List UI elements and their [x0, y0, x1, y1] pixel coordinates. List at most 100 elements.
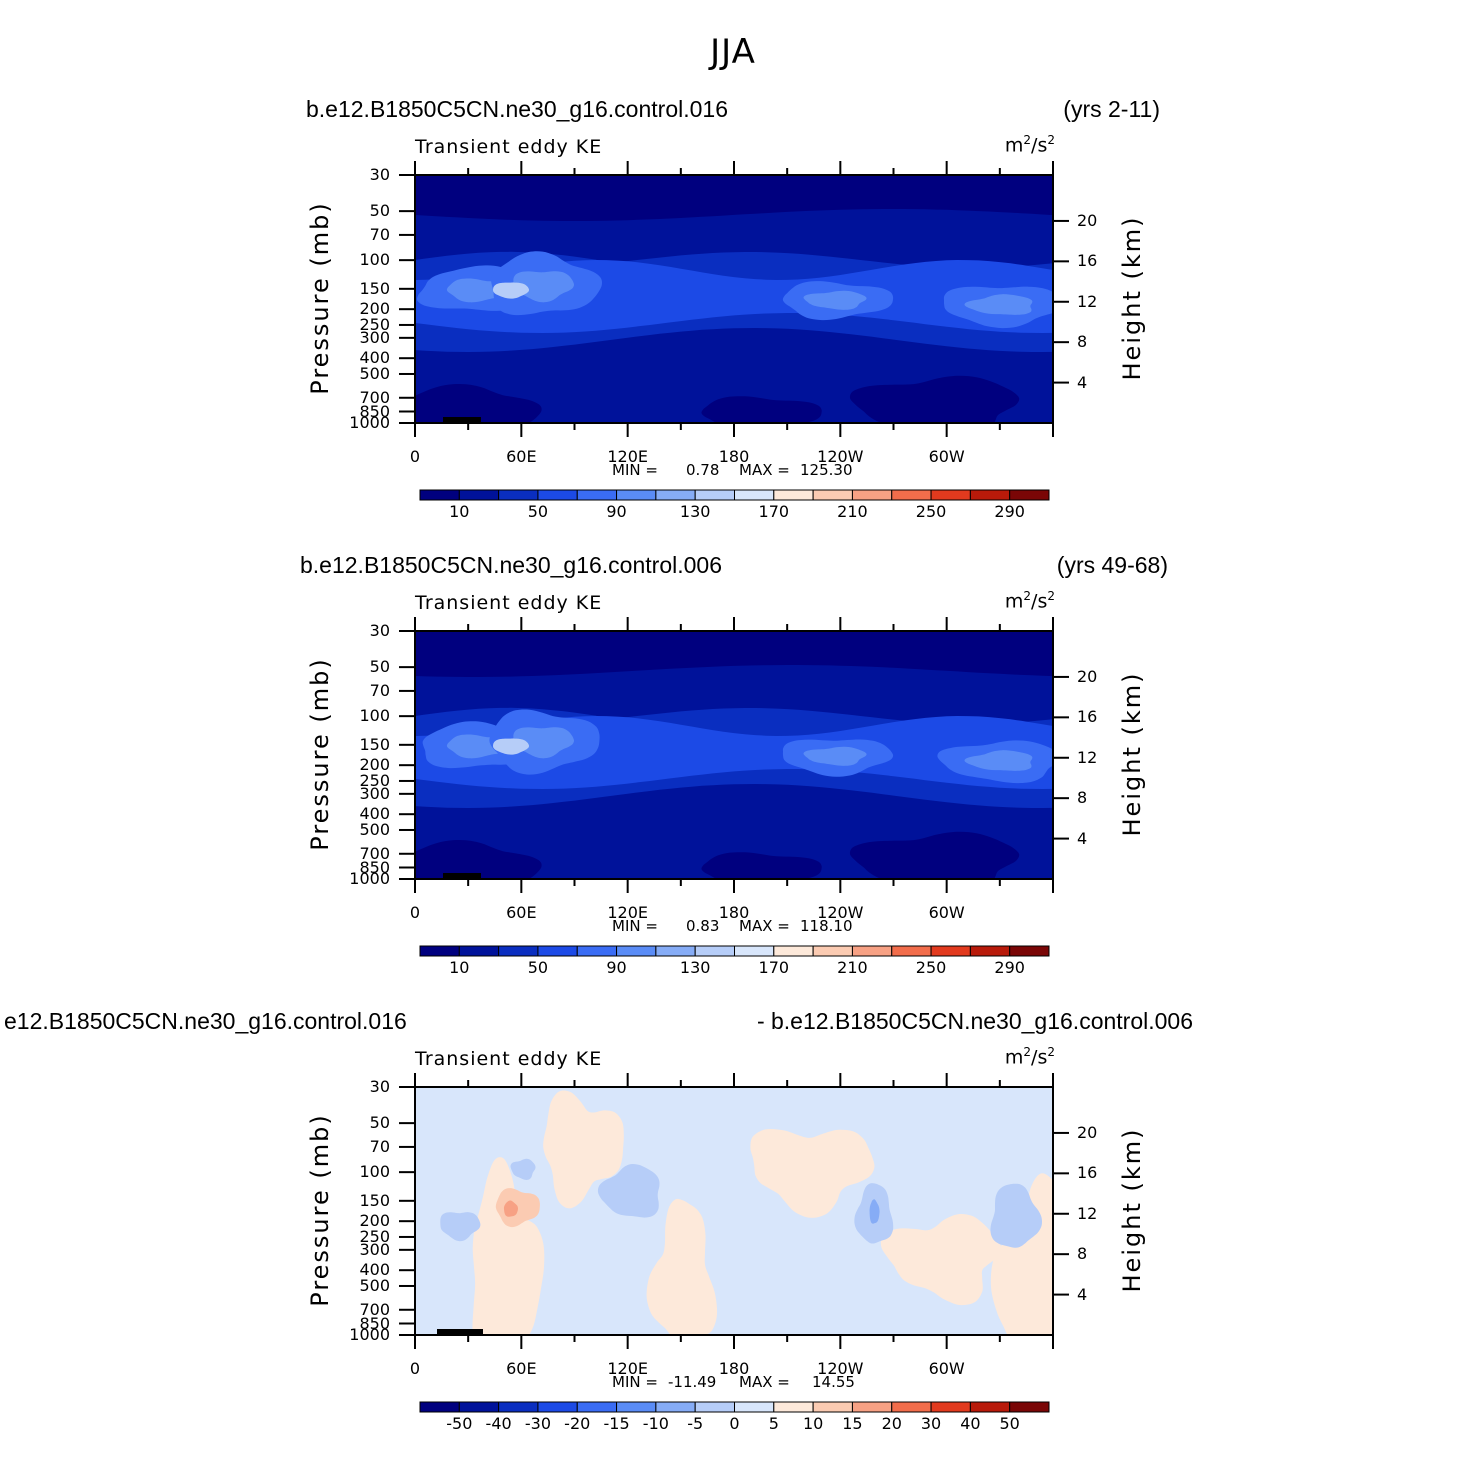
panel-1-xtick: 180 [718, 447, 750, 466]
panel-1-colorbar-tick: 50 [527, 502, 549, 521]
panel-1-ytick: 700 [359, 387, 390, 407]
colorbar-box [694, 1401, 735, 1413]
contour-fill [597, 1163, 660, 1218]
panel-3-contour-field [415, 1087, 1053, 1335]
panel-2-xtick: 120W [817, 903, 864, 922]
panel-1-case-label: b.e12.B1850C5CN.ne30_g16.control.016 [306, 96, 728, 122]
panel-1-colorbar-tick: 210 [837, 502, 868, 521]
panel-2-colorbar-tick: 250 [915, 958, 947, 977]
panel-2-min-label: MIN = [612, 917, 658, 935]
panel-3-colorbar-tick: 0 [729, 1414, 740, 1433]
panel-3-colorbar-tick: 30 [920, 1414, 942, 1433]
colorbar-box [851, 489, 893, 501]
colorbar-box [812, 1401, 853, 1413]
panel-2-rtick: 12 [1077, 747, 1098, 767]
panel-1-variable-label: Transient eddy KE [415, 136, 603, 158]
panel-3-period-label: - b.e12.B1850C5CN.ne30_g16.control.006 [756, 1008, 1193, 1034]
panel-3-ytick: 700 [359, 1299, 390, 1319]
panel-3-ytick: 250 [359, 1226, 390, 1246]
contour-fill [701, 852, 822, 879]
panel-3-ytick: 100 [359, 1162, 390, 1182]
contour-fill [646, 1198, 718, 1335]
panel-2-ytick: 250 [359, 770, 390, 790]
panel-2-ytick: 300 [359, 783, 390, 803]
panel-3-colorbar-tick: -40 [485, 1414, 512, 1433]
panel-3-max-value: 14.55 [812, 1373, 855, 1391]
colorbar-box [734, 945, 775, 957]
colorbar-box [969, 945, 1011, 957]
panel-1-xtick: 120E [607, 447, 648, 466]
colorbar-box [576, 1401, 618, 1413]
panel-3-colorbar [419, 1401, 1050, 1413]
colorbar-box [458, 489, 500, 501]
panel-3-xtick: 0 [409, 1359, 421, 1378]
panel-3-xtick: 180 [718, 1359, 750, 1378]
colorbar-box [773, 945, 814, 957]
panel-2-ytick: 70 [369, 680, 390, 700]
panel-1-colorbar-tick: 130 [679, 502, 711, 521]
colorbar-box [694, 489, 735, 501]
colorbar-box [891, 1401, 932, 1413]
panel-3-ytick: 500 [359, 1275, 390, 1295]
contour-fill [503, 1200, 518, 1217]
panel-2-ytick: 850 [359, 857, 390, 877]
panel-1-colorbar [419, 489, 1050, 501]
topography [443, 417, 481, 423]
contour-fill [964, 750, 1033, 771]
panel-3-rtick: 4 [1077, 1284, 1088, 1304]
colorbar-box [1009, 489, 1050, 501]
panel-1-ytick: 300 [359, 327, 390, 347]
colorbar-box [576, 945, 618, 957]
panel-1-colorbar-tick: 90 [606, 502, 627, 521]
colorbar-box [458, 945, 500, 957]
panel-2-max-value: 118.10 [800, 917, 853, 935]
panel-2-colorbar-tick: 50 [527, 958, 549, 977]
panel-3-colorbar-tick: -5 [687, 1414, 704, 1433]
colorbar-box [498, 1401, 539, 1413]
page-title: JJA [710, 32, 756, 72]
panel-1-period-label: (yrs 2-11) [1063, 96, 1160, 122]
panel-1-min-value: 0.78 [686, 461, 720, 479]
colorbar-box [930, 1401, 971, 1413]
panel-2-colorbar-tick: 130 [679, 958, 711, 977]
panel-1-ytick: 200 [359, 299, 390, 319]
colorbar-box [694, 945, 735, 957]
panel-2-ytick: 150 [359, 734, 390, 754]
panel-1-rtick: 16 [1077, 251, 1098, 271]
panel-2-rtick: 16 [1077, 707, 1098, 727]
panel-1-ytick: 500 [359, 363, 390, 383]
contour-fill [513, 727, 575, 759]
panel-2-ytick: 50 [369, 657, 390, 677]
panel-1-ytick: 30 [369, 165, 390, 184]
panel-2-colorbar-tick: 210 [837, 958, 868, 977]
panel-3-xtick: 60E [506, 1359, 537, 1378]
panel-3-colorbar-tick: 40 [960, 1414, 981, 1433]
colorbar-box [498, 489, 539, 501]
panel-3-variable-label: Transient eddy KE [415, 1048, 603, 1070]
panel-3-ytick: 1000 [349, 1325, 390, 1344]
colorbar-box [812, 489, 853, 501]
colorbar-box [576, 489, 618, 501]
colorbar-box [969, 1401, 1011, 1413]
panel-1-ytick: 1000 [349, 413, 390, 432]
panel-1-xtick: 60W [928, 447, 965, 466]
contour-fill [440, 1212, 481, 1242]
contour-fill [701, 396, 822, 423]
panel-2-max-label: MAX = [739, 917, 790, 935]
panel-2-rtick: 20 [1077, 666, 1098, 686]
colorbar-box [734, 489, 775, 501]
panel-3-rtick: 20 [1077, 1122, 1098, 1142]
contour-fill [493, 282, 530, 299]
colorbar-box [537, 489, 578, 501]
panel-2-xtick: 60E [506, 903, 537, 922]
topography [437, 1329, 483, 1335]
panel-3-ytick: 200 [359, 1211, 390, 1231]
contour-fill [472, 1157, 545, 1335]
panel-2-period-label: (yrs 49-68) [1056, 552, 1168, 578]
contour-fill [493, 738, 530, 755]
contour-fill [415, 175, 1053, 221]
colorbar-box [969, 489, 1011, 501]
panel-1-colorbar-tick: 290 [994, 502, 1025, 521]
contour-fill [869, 1199, 880, 1224]
